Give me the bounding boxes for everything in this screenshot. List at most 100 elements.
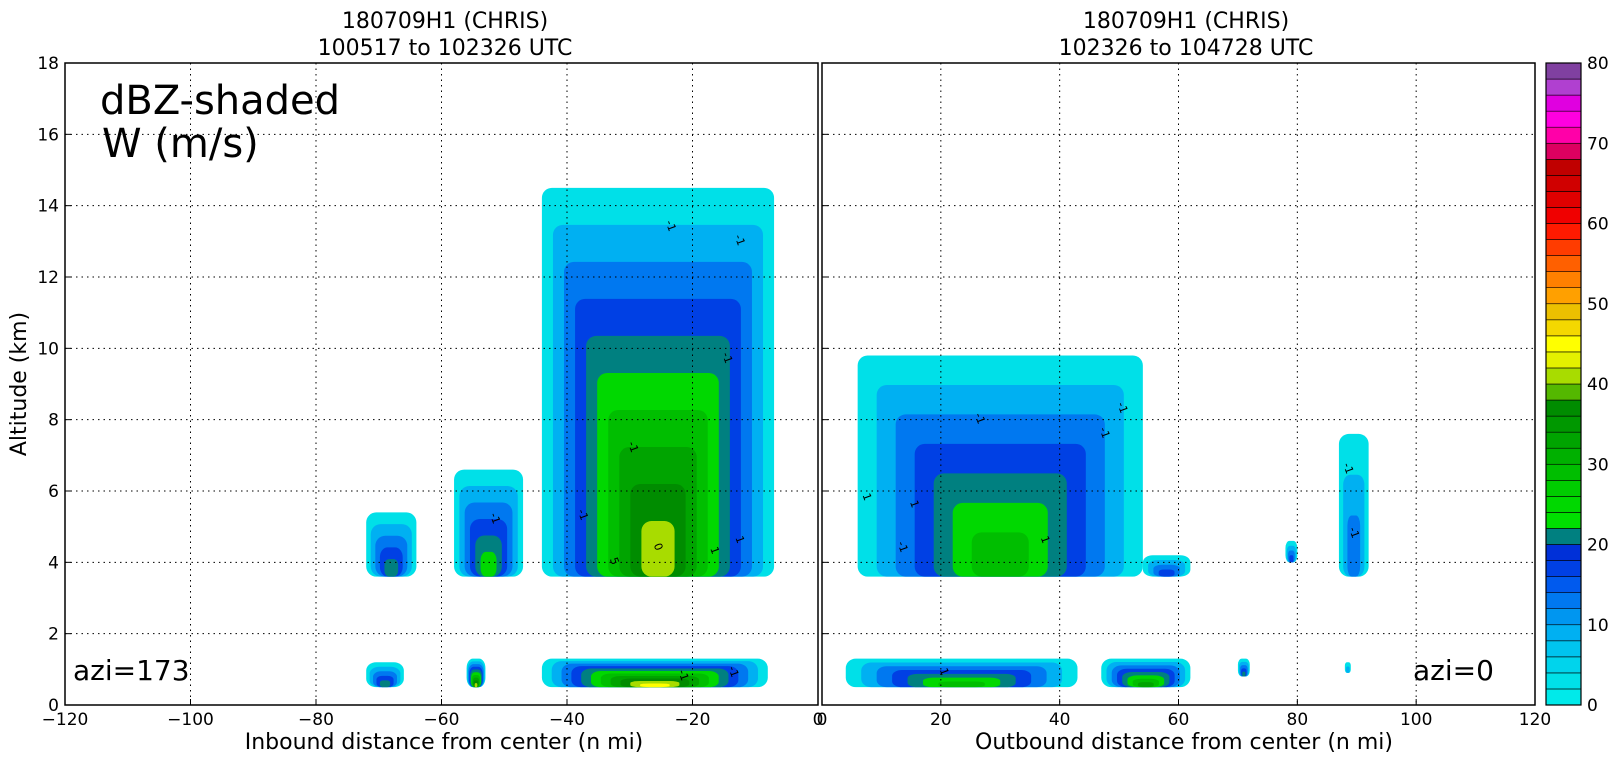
colorbar-segment: [1545, 94, 1582, 112]
colorbar-segment: [1545, 191, 1582, 208]
right-title-line2: 102326 to 104728 UTC: [1059, 36, 1314, 61]
reflectivity-cell-7: [1344, 662, 1351, 673]
w-contour-label: -1: [625, 440, 641, 455]
axis-ticks: −120 −100 −80 −60 −40 −20 00 20 40 60 80 100 1200246…: [37, 54, 1551, 730]
w-contour-label: -1: [487, 511, 503, 526]
colorbar-segment: [1545, 592, 1582, 610]
colorbar-segment: [1545, 463, 1582, 481]
colorbar-segment: [1545, 576, 1582, 593]
left-x-tick-label: −40: [549, 710, 585, 730]
reflectivity-cell-0: [857, 355, 1143, 577]
colorbar-tick-label: 0: [1587, 696, 1598, 716]
colorbar-segment: [1545, 431, 1582, 449]
w-contour-label: -1: [663, 218, 679, 233]
left-x-tick-label: −120: [42, 710, 89, 730]
y-tick-label: 10: [37, 339, 59, 359]
w-contour-label: 1: [937, 666, 952, 677]
colorbar-segment: [1545, 142, 1582, 160]
left-azimuth-label: azi=173: [73, 654, 190, 687]
colorbar-segment: [1545, 544, 1582, 561]
reflectivity-level-16: [1158, 569, 1175, 577]
reflectivity-cell-2: [541, 187, 775, 577]
reflectivity-level-12: [1347, 515, 1361, 577]
colorbar-segment: [1545, 496, 1582, 513]
colorbar: 0 10 20 30 40 50 60 70 80: [1545, 54, 1609, 716]
colorbar-tick-label: 50: [1587, 295, 1609, 315]
reflectivity-cell-0: [366, 512, 417, 577]
w-contour-label: -1: [719, 350, 735, 365]
right-title-line1: 180709H1 (CHRIS): [1083, 9, 1289, 34]
w-contour-label: 5: [607, 556, 622, 567]
w-contour-label: -1: [1114, 400, 1130, 415]
right-reflectivity-field: [845, 355, 1369, 688]
colorbar-frame: [1545, 62, 1582, 706]
right-x-tick-label: 80: [1287, 710, 1309, 730]
w-contour-label: -1: [1346, 525, 1362, 540]
colorbar-segment: [1545, 255, 1582, 272]
colorbar-segment: [1545, 640, 1582, 658]
colorbar-segment: [1545, 479, 1582, 497]
colorbar-segment: [1545, 367, 1582, 385]
grid-lines: [65, 63, 1535, 705]
w-contour-label: -1: [725, 664, 741, 679]
reflectivity-level-28: [938, 681, 985, 688]
w-contour-label: -1: [972, 411, 988, 426]
reflectivity-cell-3: [1338, 433, 1369, 577]
colorbar-segment: [1545, 207, 1582, 224]
reflectivity-level-16: [1289, 555, 1294, 563]
colorbar-segment: [1545, 624, 1582, 642]
colorbar-segment: [1545, 126, 1582, 144]
w-contour-label: 1: [860, 491, 875, 502]
legend-dbz-shaded: dBZ-shaded: [100, 78, 340, 124]
w-contour-label: 1: [1038, 534, 1053, 545]
y-axis-label: Altitude (km): [7, 312, 32, 456]
left-x-tick-label: −100: [167, 710, 214, 730]
legend-w: W (m/s): [102, 121, 259, 167]
y-tick-label: 14: [37, 197, 59, 217]
right-x-tick-label: 40: [1049, 710, 1071, 730]
colorbar-segment: [1545, 62, 1582, 80]
colorbar-tick-label: 40: [1587, 375, 1609, 395]
reflectivity-cell-1: [1142, 555, 1191, 577]
colorbar-segment: [1545, 335, 1582, 353]
right-x-tick-label: 60: [1168, 710, 1190, 730]
left-title-line2: 100517 to 102326 UTC: [318, 36, 573, 61]
y-tick-label: 6: [48, 482, 59, 502]
reflectivity-level-20: [1242, 671, 1246, 677]
reflectivity-cell-2: [1285, 540, 1298, 563]
y-tick-label: 16: [37, 125, 59, 145]
colorbar-segment: [1545, 672, 1582, 690]
reflectivity-level-8: [1346, 666, 1350, 673]
y-tick-label: 8: [48, 411, 59, 431]
colorbar-tick-label: 30: [1587, 455, 1609, 475]
reflectivity-cell-5: [541, 658, 768, 688]
y-tick-label: 12: [37, 268, 59, 288]
reflectivity-level-40: [641, 521, 675, 577]
w-contour-label: 0: [651, 541, 666, 552]
w-contour-label: 1: [907, 499, 922, 510]
colorbar-segment: [1545, 512, 1582, 529]
colorbar-segment: [1545, 447, 1582, 465]
colorbar-segment: [1545, 159, 1582, 176]
w-contour-label: -1: [575, 507, 591, 522]
colorbar-tick-label: 60: [1587, 215, 1609, 235]
right-x-tick-label: 100: [1400, 710, 1432, 730]
colorbar-segment: [1545, 688, 1582, 706]
reflectivity-cell-6: [1237, 658, 1250, 677]
reflectivity-level-24: [480, 551, 497, 577]
colorbar-segment: [1545, 223, 1582, 240]
colorbar-segment: [1545, 175, 1582, 192]
right-x-tick-label: 0: [817, 710, 828, 730]
colorbar-segment: [1545, 399, 1582, 417]
right-x-axis-label: Outbound distance from center (n mi): [975, 730, 1393, 755]
colorbar-segment: [1545, 271, 1582, 288]
colorbar-tick-label: 80: [1587, 54, 1609, 74]
colorbar-segment: [1545, 78, 1582, 96]
colorbar-segment: [1545, 560, 1582, 577]
left-x-tick-label: −60: [424, 710, 460, 730]
left-title-line1: 180709H1 (CHRIS): [342, 9, 548, 34]
reflectivity-cell-4: [845, 658, 1078, 688]
left-x-tick-label: 0: [813, 710, 824, 730]
reflectivity-cell-4: [466, 658, 486, 688]
colorbar-segment: [1545, 303, 1582, 321]
